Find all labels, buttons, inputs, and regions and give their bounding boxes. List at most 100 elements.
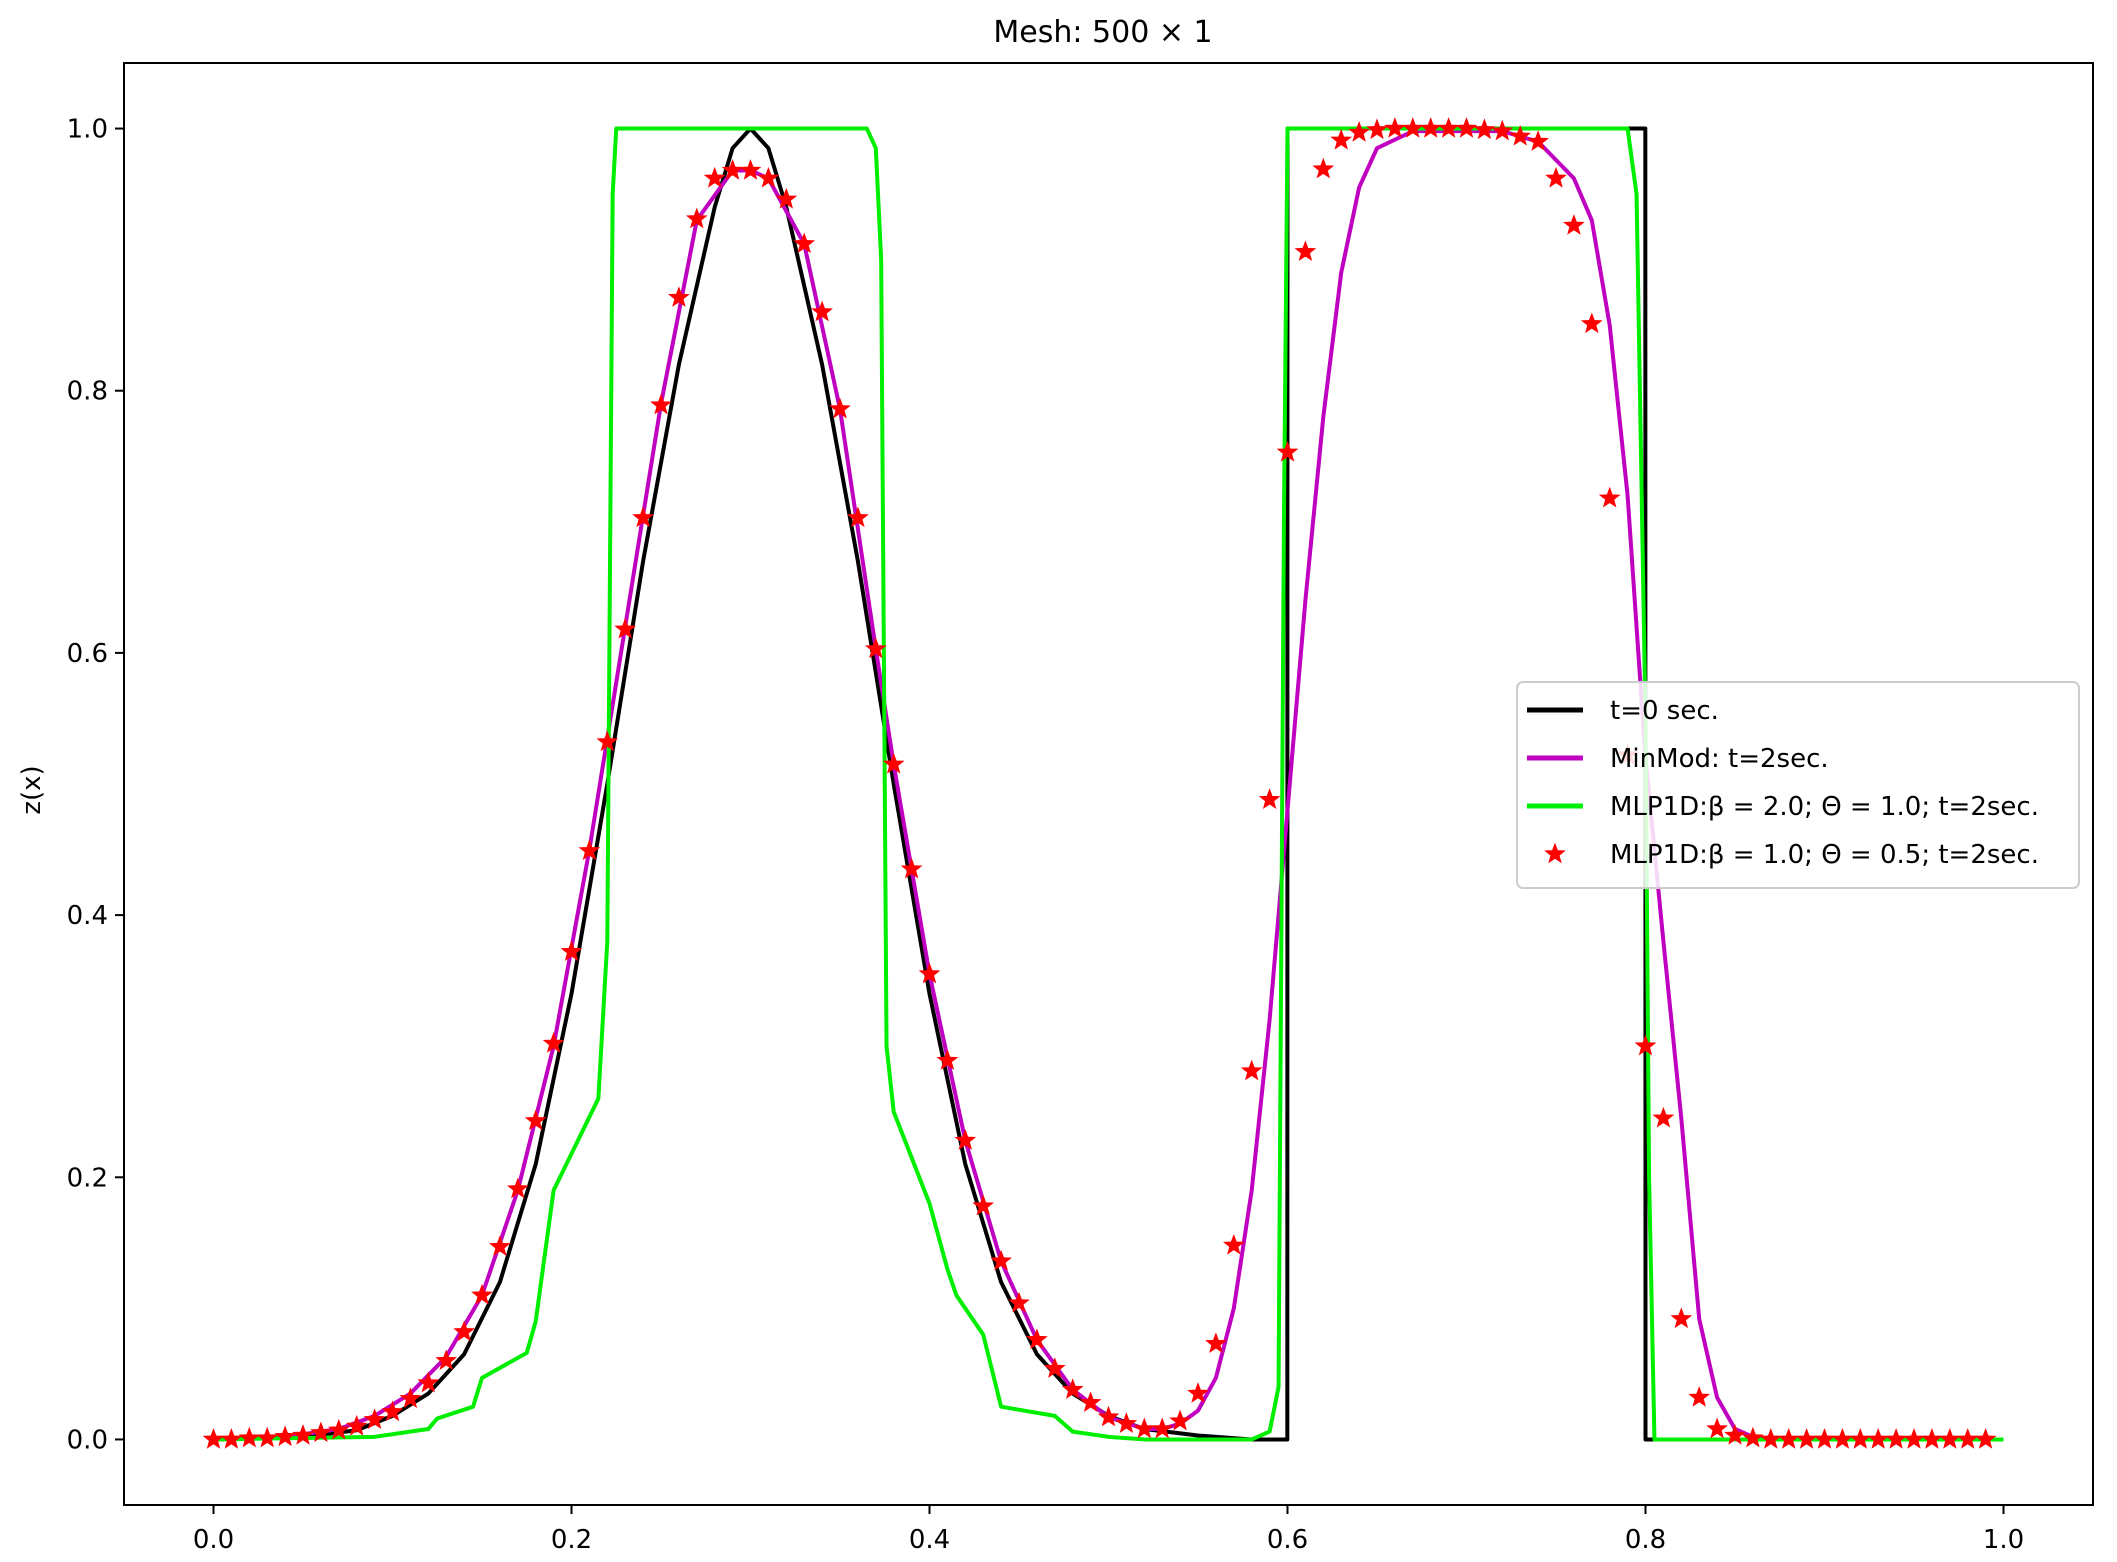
star-marker xyxy=(381,1400,404,1422)
y-tick-label: 0.4 xyxy=(67,901,108,931)
plot-area xyxy=(123,62,2094,1506)
star-marker xyxy=(471,1283,493,1305)
star-marker xyxy=(1151,1417,1174,1439)
star-marker xyxy=(900,857,923,879)
star-marker xyxy=(1008,1291,1030,1313)
star-marker xyxy=(703,166,726,188)
star-marker xyxy=(1759,1428,1782,1449)
star-marker xyxy=(668,286,690,307)
chart-title: Mesh: 500 × 1 xyxy=(993,15,1212,50)
star-marker xyxy=(739,159,762,180)
star-marker xyxy=(1777,1428,1800,1449)
star-marker xyxy=(1938,1428,1961,1449)
y-tick-label: 1.0 xyxy=(67,115,108,145)
star-marker xyxy=(238,1426,261,1448)
star-marker xyxy=(632,506,654,528)
star-marker xyxy=(1813,1428,1836,1449)
star-marker xyxy=(829,397,851,419)
star-marker xyxy=(918,962,941,984)
star-marker xyxy=(1509,124,1532,146)
star-marker xyxy=(274,1425,296,1447)
legend-label: MinMod: t=2sec. xyxy=(1610,744,1829,774)
series-line-3 xyxy=(213,126,2004,1442)
legend-box xyxy=(1516,681,2080,889)
star-marker xyxy=(614,617,637,639)
star-marker xyxy=(1563,214,1585,235)
star-marker xyxy=(1384,117,1406,138)
star-marker xyxy=(1670,1307,1693,1329)
star-marker xyxy=(524,1109,547,1131)
star-marker xyxy=(1652,1106,1675,1128)
legend-label: MLP1D:β = 1.0; Θ = 0.5; t=2sec. xyxy=(1610,840,2039,870)
star-marker xyxy=(1330,128,1353,150)
y-tick-label: 0.0 xyxy=(67,1425,108,1455)
series-markers-4 xyxy=(202,117,1997,1449)
star-marker xyxy=(310,1421,332,1443)
legend-label: t=0 sec. xyxy=(1610,696,1719,726)
star-marker xyxy=(1545,166,1567,188)
star-marker xyxy=(1795,1428,1818,1449)
star-marker xyxy=(1527,130,1549,151)
star-marker xyxy=(882,752,905,774)
star-marker xyxy=(954,1129,977,1150)
y-axis-label: z(x) xyxy=(17,765,47,814)
star-marker xyxy=(1885,1428,1907,1449)
star-marker xyxy=(435,1349,458,1371)
star-marker xyxy=(1187,1382,1209,1403)
legend: t=0 sec. MinMod: t=2sec. MLP1D:β = 2.0; Θ … xyxy=(1516,681,2080,889)
x-tick-label: 0.8 xyxy=(1625,1525,1666,1555)
star-marker xyxy=(1974,1428,1997,1449)
star-marker xyxy=(1026,1328,1048,1350)
star-marker xyxy=(1133,1417,1156,1439)
star-marker xyxy=(220,1428,243,1449)
star-marker xyxy=(542,1032,565,1053)
star-marker xyxy=(399,1387,422,1409)
star-marker xyxy=(1043,1357,1066,1378)
star-marker xyxy=(202,1428,225,1449)
star-marker xyxy=(345,1414,368,1436)
star-marker xyxy=(417,1371,440,1393)
star-marker xyxy=(327,1418,350,1440)
star-marker xyxy=(793,232,816,254)
star-marker xyxy=(936,1049,959,1070)
star-marker xyxy=(1097,1405,1120,1427)
star-marker xyxy=(775,187,798,209)
star-marker xyxy=(1706,1417,1728,1439)
star-marker xyxy=(1598,486,1621,508)
star-marker xyxy=(721,159,744,180)
star-marker xyxy=(1956,1428,1979,1449)
star-marker xyxy=(1742,1426,1764,1448)
star-marker xyxy=(757,166,780,188)
star-marker xyxy=(1061,1378,1084,1399)
y-tick-label: 0.6 xyxy=(67,639,108,669)
star-marker xyxy=(1437,117,1460,138)
star-marker xyxy=(1294,240,1317,262)
star-marker xyxy=(1491,119,1514,141)
star-marker xyxy=(1831,1428,1854,1449)
star-marker xyxy=(811,300,833,322)
star-marker xyxy=(489,1235,511,1256)
x-tick-label: 0.0 xyxy=(193,1525,234,1555)
star-marker xyxy=(685,207,708,229)
series-layer xyxy=(202,117,2004,1449)
star-marker xyxy=(1867,1428,1890,1449)
star-marker xyxy=(560,940,583,962)
star-marker xyxy=(1169,1409,1191,1431)
star-marker xyxy=(256,1426,279,1448)
legend-swatch xyxy=(1544,842,1566,864)
star-marker xyxy=(1473,118,1496,140)
star-marker xyxy=(1205,1332,1227,1354)
star-marker xyxy=(1348,121,1370,142)
star-marker xyxy=(578,839,601,861)
star-marker xyxy=(1419,117,1442,138)
star-marker xyxy=(1724,1424,1746,1445)
star-marker xyxy=(1222,1234,1245,1255)
star-marker xyxy=(506,1177,529,1199)
star-marker xyxy=(1921,1428,1943,1449)
star-marker xyxy=(1079,1391,1102,1412)
star-marker xyxy=(1366,118,1388,140)
plot-frame xyxy=(123,62,2094,1506)
star-marker xyxy=(1115,1412,1138,1433)
x-tick-label: 0.2 xyxy=(551,1525,592,1555)
